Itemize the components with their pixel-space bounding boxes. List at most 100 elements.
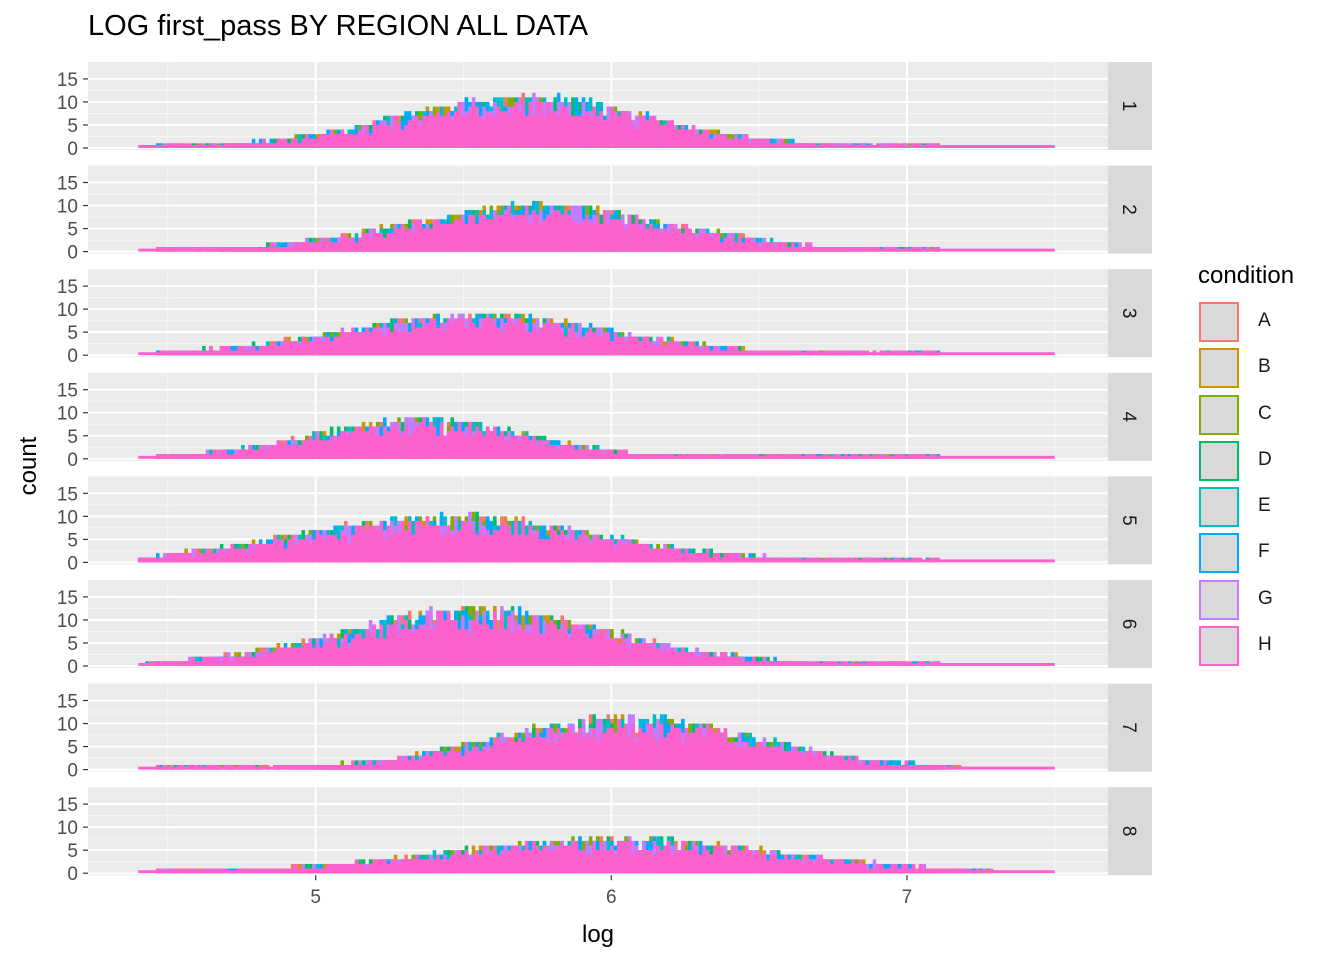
histogram-bar bbox=[624, 111, 628, 148]
histogram-bar bbox=[524, 332, 529, 356]
histogram-bar bbox=[393, 115, 398, 148]
histogram-bar bbox=[326, 134, 330, 148]
histogram-bar bbox=[265, 345, 270, 356]
y-tick-label: 5 bbox=[67, 427, 78, 448]
histogram-bar bbox=[485, 318, 490, 356]
histogram-bar bbox=[603, 210, 607, 252]
histogram-bar bbox=[585, 214, 589, 252]
histogram-bar bbox=[649, 223, 653, 252]
histogram-bar bbox=[631, 223, 635, 252]
histogram-bar bbox=[659, 233, 664, 252]
histogram-bar bbox=[567, 332, 572, 356]
histogram-bar bbox=[446, 111, 451, 148]
histogram-bar bbox=[383, 124, 387, 148]
histogram-bar bbox=[365, 327, 369, 356]
histogram-bar bbox=[297, 242, 302, 252]
histogram-bar bbox=[592, 332, 596, 356]
histogram-bar bbox=[535, 101, 540, 148]
histogram-bar bbox=[414, 115, 419, 148]
facet-strip bbox=[1108, 372, 1152, 461]
histogram-bar bbox=[606, 332, 611, 356]
histogram-bar bbox=[762, 138, 767, 148]
y-tick-label: 10 bbox=[57, 404, 78, 425]
histogram-bar bbox=[532, 327, 536, 356]
histogram-bar bbox=[727, 345, 731, 356]
histogram-bar bbox=[634, 336, 639, 356]
histogram-bar bbox=[411, 120, 415, 148]
histogram-bar bbox=[361, 134, 366, 148]
histogram-bar bbox=[617, 219, 621, 252]
histogram-bar bbox=[560, 214, 564, 252]
histogram-bar bbox=[521, 214, 525, 252]
histogram-bar bbox=[645, 336, 650, 356]
histogram-bar bbox=[521, 322, 525, 356]
histogram-bar bbox=[400, 332, 405, 356]
histogram-bar bbox=[329, 129, 334, 148]
histogram-bar bbox=[620, 336, 625, 356]
histogram-bar bbox=[564, 106, 568, 148]
histogram-bar bbox=[571, 115, 575, 148]
histogram-bar bbox=[595, 214, 600, 252]
histogram-bar bbox=[496, 214, 501, 252]
y-tick-label: 15 bbox=[57, 174, 78, 195]
histogram-bar bbox=[390, 332, 394, 356]
histogram-bar bbox=[219, 345, 224, 356]
histogram-bar bbox=[716, 233, 721, 252]
histogram-bar bbox=[642, 336, 646, 356]
histogram-bar bbox=[287, 341, 291, 356]
histogram-bar bbox=[365, 233, 369, 252]
y-tick-label: 15 bbox=[57, 381, 78, 402]
histogram-bar bbox=[358, 332, 362, 356]
histogram-bar bbox=[634, 214, 639, 252]
histogram-bar bbox=[375, 233, 380, 252]
histogram-bar bbox=[610, 219, 614, 252]
histogram-bar bbox=[344, 332, 348, 356]
histogram-bar bbox=[397, 124, 401, 148]
histogram-bar bbox=[585, 111, 589, 148]
histogram-bar bbox=[517, 214, 522, 252]
histogram-bar bbox=[475, 327, 479, 356]
histogram-bar bbox=[631, 336, 635, 356]
histogram-bar bbox=[432, 219, 437, 252]
histogram-bar bbox=[649, 115, 653, 148]
histogram-bar bbox=[574, 223, 579, 252]
histogram-bar bbox=[535, 332, 540, 356]
histogram-bar bbox=[475, 106, 479, 148]
histogram-bar bbox=[407, 120, 412, 148]
histogram-bar bbox=[312, 242, 316, 252]
histogram-bar bbox=[354, 332, 359, 356]
histogram-bar bbox=[489, 318, 494, 356]
histogram-bar bbox=[542, 219, 547, 252]
histogram-bar bbox=[503, 111, 508, 148]
histogram-bar bbox=[656, 345, 660, 356]
histogram-bar bbox=[514, 322, 518, 356]
histogram-bar bbox=[595, 115, 600, 148]
histogram-bar bbox=[379, 124, 384, 148]
histogram-bar bbox=[226, 345, 231, 356]
histogram-bar bbox=[670, 223, 674, 252]
histogram-bar bbox=[617, 115, 621, 148]
histogram-bar bbox=[347, 134, 352, 148]
histogram-bar bbox=[269, 345, 274, 356]
histogram-bar bbox=[237, 345, 242, 356]
histogram-bar bbox=[606, 120, 611, 148]
histogram-bar bbox=[741, 138, 745, 148]
facet-strip bbox=[1108, 165, 1152, 254]
histogram-bar bbox=[372, 327, 376, 356]
histogram-bar bbox=[585, 332, 589, 356]
histogram-bar bbox=[326, 237, 330, 252]
histogram-bar bbox=[393, 327, 398, 356]
histogram-bar bbox=[553, 210, 557, 252]
facet-strip-label: 2 bbox=[1118, 204, 1139, 215]
histogram-bar bbox=[556, 115, 561, 148]
histogram-bar bbox=[223, 345, 227, 356]
histogram-bar bbox=[354, 134, 359, 148]
histogram-bar bbox=[759, 138, 763, 148]
histogram-bar bbox=[482, 120, 486, 148]
histogram-bar bbox=[627, 214, 632, 252]
histogram-bar bbox=[375, 124, 380, 148]
histogram-bar bbox=[663, 345, 667, 356]
histogram-bar bbox=[351, 327, 355, 356]
histogram-bar bbox=[471, 322, 476, 356]
